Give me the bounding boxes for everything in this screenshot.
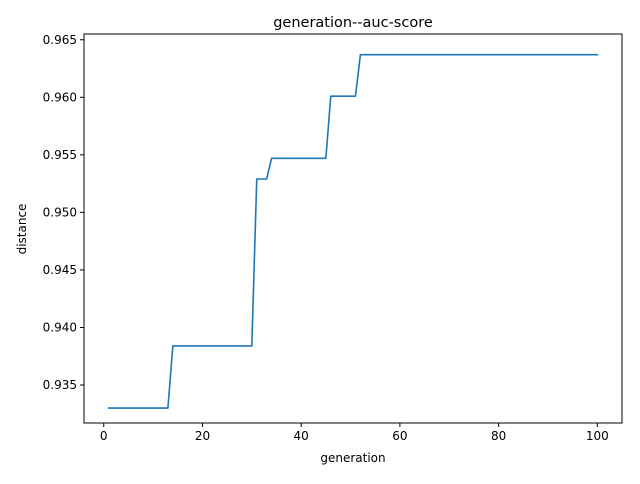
series-layer [107,53,599,409]
y-tick-label: 0.965 [43,33,77,47]
x-axis-ticks: 0 20 40 60 80 100 [100,423,609,443]
y-axis-label: distance [15,204,29,255]
y-tick-label: 0.955 [43,148,77,162]
plot-frame [83,33,623,424]
x-tick-label: 20 [195,429,210,443]
x-tick-label: 0 [100,429,108,443]
x-tick-label: 60 [392,429,407,443]
chart-title: generation--auc-score [273,15,433,31]
y-tick-label: 0.960 [43,90,77,104]
x-tick-label: 40 [294,429,309,443]
x-axis-label: generation [320,451,385,465]
y-axis-ticks: 0.935 0.940 0.945 0.950 0.955 0.960 0.965 [43,33,84,392]
y-tick-label: 0.945 [43,263,77,277]
plot-area [84,34,622,423]
x-tick-label: 80 [491,429,506,443]
y-tick-label: 0.940 [43,320,77,334]
x-tick-label: 100 [586,429,609,443]
y-tick-label: 0.935 [43,378,77,392]
series-line-0 [107,53,599,409]
y-tick-label: 0.950 [43,205,77,219]
